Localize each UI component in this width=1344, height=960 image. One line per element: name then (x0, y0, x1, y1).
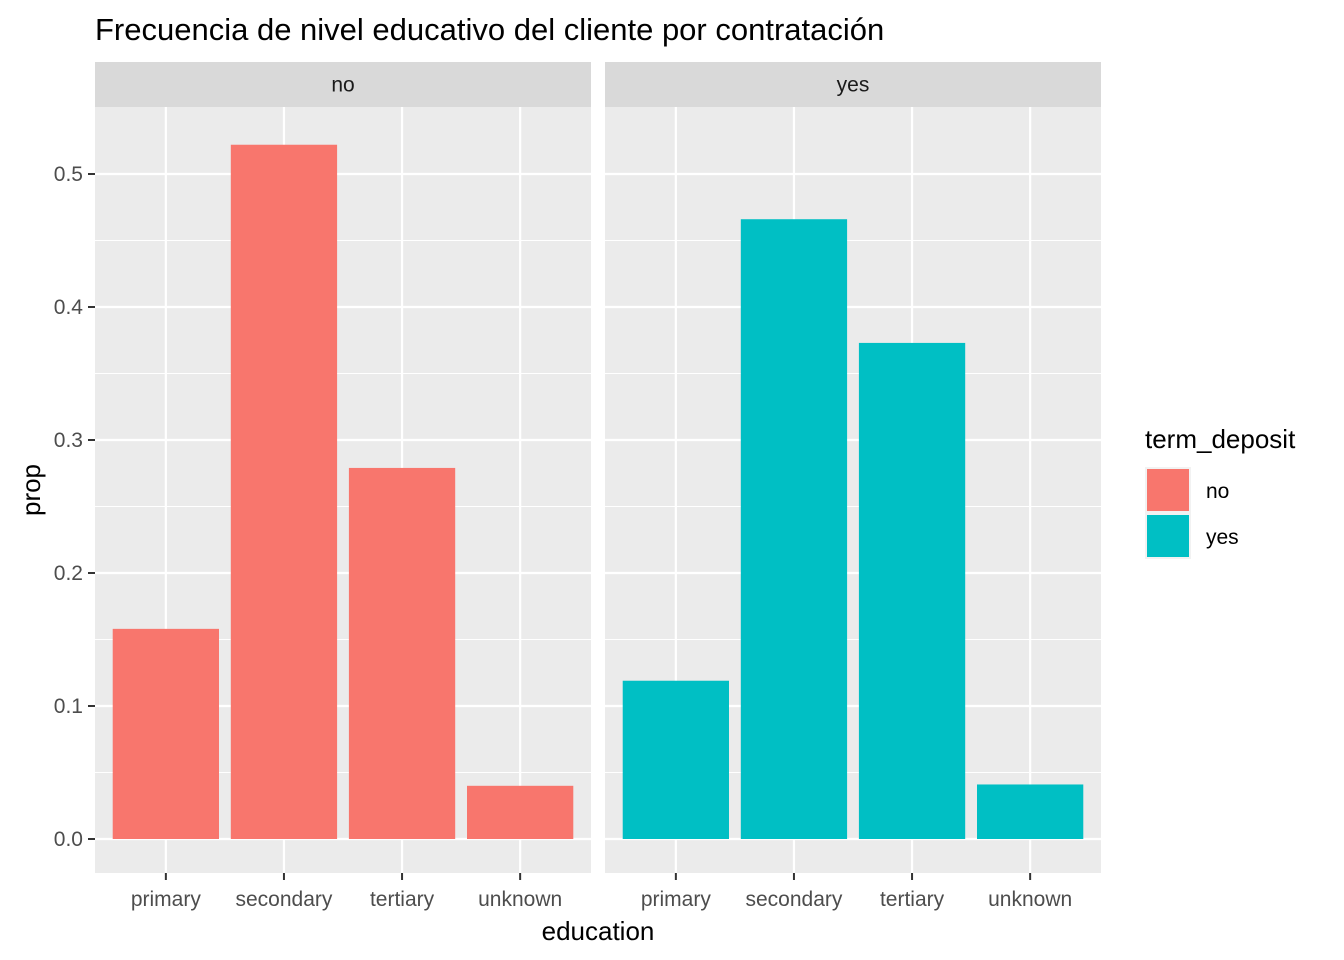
facet-panel-yes: primary secondary tertiary unknown yes (605, 62, 1101, 911)
bar-no-unknown (467, 785, 574, 839)
x-tick-label: unknown (478, 888, 562, 911)
legend: term_deposit no yes (1145, 424, 1296, 559)
y-tick-label: 0.2 (54, 562, 83, 585)
facet-panel-no: primary secondary tertiary unknown no (95, 62, 591, 911)
legend-swatch-no (1147, 469, 1189, 511)
y-tick-label: 0.1 (54, 695, 83, 718)
facet-strip-label: no (331, 74, 354, 97)
chart-title: Frecuencia de nivel educativo del client… (95, 12, 884, 47)
x-tick-label: unknown (988, 888, 1072, 911)
legend-swatch-yes (1147, 515, 1189, 557)
bar-no-tertiary (348, 467, 456, 839)
facet-strip (95, 62, 591, 107)
facet-panels: primary secondary tertiary unknownnoprimary… (95, 62, 1101, 911)
y-tick-label: 0.0 (54, 828, 83, 851)
x-tick-label: tertiary (370, 888, 435, 911)
y-axis: 0.0 0.1 0.2 0.3 0.4 0.5 (54, 163, 95, 851)
x-tick-label: secondary (746, 888, 843, 911)
bar-yes-primary (622, 680, 729, 839)
y-axis-title: prop (16, 464, 46, 516)
bar-no-secondary (230, 144, 338, 840)
x-tick-label: primary (641, 888, 712, 911)
x-axis-title: education (542, 916, 655, 946)
x-tick-label: secondary (236, 888, 333, 911)
bar-no-primary (112, 628, 219, 839)
y-tick-label: 0.4 (54, 296, 84, 319)
y-tick-label: 0.5 (54, 163, 83, 186)
bar-yes-secondary (740, 219, 848, 840)
x-tick-label: primary (131, 888, 202, 911)
bar-yes-tertiary (858, 342, 966, 839)
facet-strip-label: yes (837, 74, 870, 97)
y-tick-label: 0.3 (54, 429, 83, 452)
legend-label-no: no (1206, 480, 1229, 503)
bar-yes-unknown (977, 784, 1084, 839)
legend-label-yes: yes (1206, 526, 1239, 549)
x-tick-label: tertiary (880, 888, 945, 911)
facet-strip (605, 62, 1101, 107)
legend-title: term_deposit (1145, 424, 1296, 454)
